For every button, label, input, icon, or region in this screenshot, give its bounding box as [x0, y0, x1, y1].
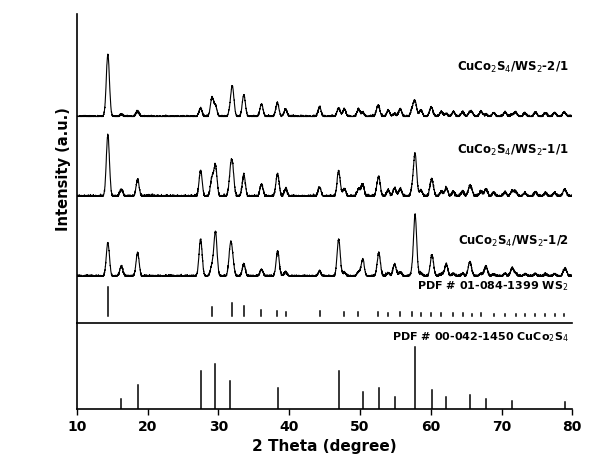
Text: CuCo$_2$S$_4$/WS$_2$-1/1: CuCo$_2$S$_4$/WS$_2$-1/1 [457, 142, 569, 158]
Text: CuCo$_2$S$_4$/WS$_2$-2/1: CuCo$_2$S$_4$/WS$_2$-2/1 [457, 60, 569, 75]
Text: CuCo$_2$S$_4$/WS$_2$-1/2: CuCo$_2$S$_4$/WS$_2$-1/2 [458, 234, 569, 249]
Text: PDF # 00-042-1450 CuCo$_2$S$_4$: PDF # 00-042-1450 CuCo$_2$S$_4$ [392, 330, 569, 344]
Text: PDF # 01-084-1399 WS$_2$: PDF # 01-084-1399 WS$_2$ [417, 279, 569, 293]
X-axis label: 2 Theta (degree): 2 Theta (degree) [252, 439, 397, 454]
Y-axis label: Intensity (a.u.): Intensity (a.u.) [56, 106, 71, 231]
